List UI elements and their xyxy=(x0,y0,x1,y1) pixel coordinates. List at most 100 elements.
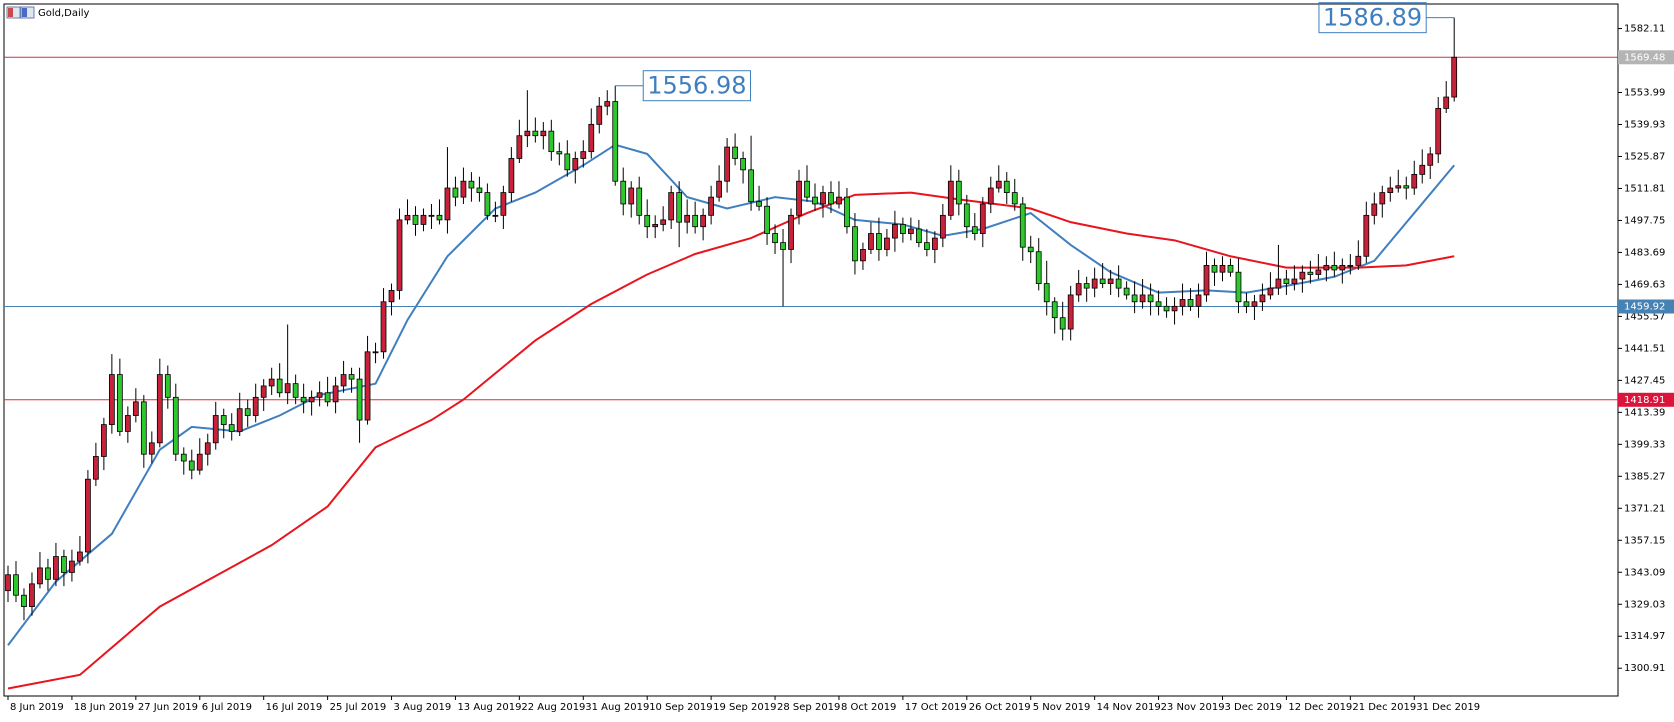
candle-body xyxy=(1403,185,1410,189)
candle xyxy=(1131,281,1138,314)
candle-body xyxy=(1307,271,1314,275)
candle-body xyxy=(708,196,715,216)
candle-body xyxy=(524,130,531,137)
candle xyxy=(860,242,866,270)
candle-body xyxy=(1115,278,1122,289)
candle xyxy=(228,413,235,441)
candle-body xyxy=(77,551,83,562)
candle-body xyxy=(1235,271,1242,303)
candle-body xyxy=(1211,264,1218,273)
candle-body xyxy=(532,130,539,137)
candle xyxy=(348,367,355,393)
candle xyxy=(1051,297,1058,334)
title-block: Gold,Daily xyxy=(6,6,90,19)
candle-body xyxy=(876,233,882,250)
candle-body xyxy=(852,226,858,262)
candle-body xyxy=(93,456,99,480)
candle-body xyxy=(388,289,395,303)
candle xyxy=(644,199,651,239)
candle-body xyxy=(1003,180,1010,193)
x-tick-label: 5 Nov 2019 xyxy=(1033,702,1091,713)
candle-body xyxy=(580,151,587,159)
price-tag xyxy=(1618,392,1674,407)
candle-body xyxy=(1067,294,1074,330)
candle xyxy=(820,185,826,218)
candle-body xyxy=(316,392,323,398)
candle xyxy=(580,140,587,168)
candle xyxy=(764,197,770,245)
candle xyxy=(971,213,978,241)
window-icon-part xyxy=(22,8,27,17)
candle xyxy=(1363,201,1370,264)
candle-body xyxy=(228,424,235,432)
candle-body xyxy=(828,192,834,205)
y-tick-label: 1371.21 xyxy=(1624,503,1665,514)
y-tick-label: 1413.39 xyxy=(1624,407,1665,418)
candle xyxy=(276,363,283,398)
candle-body xyxy=(420,214,427,225)
candle xyxy=(660,206,667,232)
candle-body xyxy=(1379,192,1386,205)
candle-body xyxy=(963,203,970,228)
candle xyxy=(372,342,379,364)
price-tag xyxy=(1618,299,1674,314)
candle xyxy=(1419,149,1426,184)
candle xyxy=(1371,192,1378,225)
price-tag-label: 1569.48 xyxy=(1624,52,1665,63)
candle xyxy=(1011,178,1018,211)
candle xyxy=(1203,251,1210,302)
candle-body xyxy=(684,214,691,223)
candle-body xyxy=(1203,264,1210,296)
candle xyxy=(484,183,491,220)
x-tick-label: 19 Sep 2019 xyxy=(713,702,776,713)
candle-body xyxy=(1299,271,1306,280)
candle-body xyxy=(188,460,195,471)
candle-body xyxy=(676,192,683,223)
candle-body xyxy=(1283,278,1290,284)
candle xyxy=(69,549,75,582)
candle xyxy=(516,119,523,164)
candle-body xyxy=(1163,305,1170,312)
candle xyxy=(1075,269,1082,302)
candle-body xyxy=(452,187,459,198)
candle-body xyxy=(252,396,259,416)
candle-body xyxy=(21,594,27,607)
candle xyxy=(1403,176,1410,200)
candle xyxy=(868,222,874,255)
candle-body xyxy=(1323,264,1330,271)
candle-body xyxy=(196,453,203,471)
candle xyxy=(77,536,83,566)
candle xyxy=(284,324,291,405)
candle-body xyxy=(652,224,659,228)
candle-body xyxy=(732,146,738,159)
candle-body xyxy=(540,130,547,137)
candle-body xyxy=(396,219,403,291)
candle-body xyxy=(620,180,627,205)
candle-body xyxy=(1387,187,1394,193)
candle xyxy=(955,169,962,216)
candle-body xyxy=(500,192,507,216)
candle xyxy=(140,395,147,468)
y-tick-label: 1497.75 xyxy=(1624,215,1665,226)
annotation-label: 1556.98 xyxy=(647,72,746,100)
candle-body xyxy=(372,351,379,354)
window-icon xyxy=(20,6,35,19)
y-tick-label: 1525.87 xyxy=(1624,151,1665,162)
candle-body xyxy=(1195,294,1202,307)
candle-body xyxy=(564,153,571,171)
candle xyxy=(404,199,411,225)
candle xyxy=(620,167,627,216)
candle-body xyxy=(700,214,707,228)
candle xyxy=(1299,265,1306,293)
plot-frame xyxy=(3,3,1619,697)
candle xyxy=(907,217,914,241)
candle-body xyxy=(1227,264,1234,273)
candle xyxy=(148,431,155,464)
x-tick-label: 3 Aug 2019 xyxy=(394,702,452,713)
candle-body xyxy=(716,180,722,198)
candle xyxy=(53,542,59,587)
candle xyxy=(1003,172,1010,204)
y-tick-label: 1427.45 xyxy=(1624,375,1665,386)
